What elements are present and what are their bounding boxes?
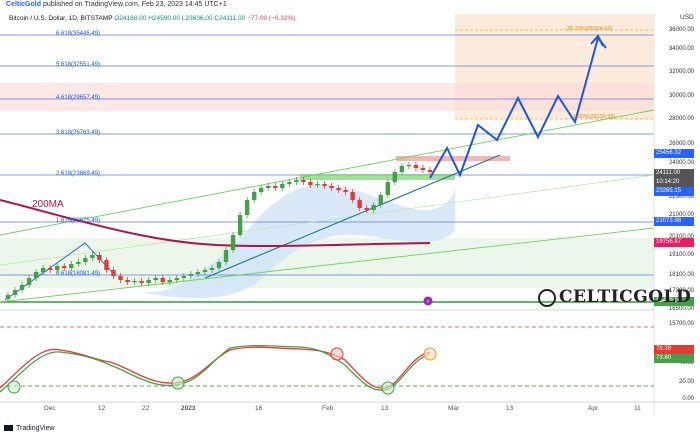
price-tag: 21073.98 (654, 217, 694, 226)
signal-circle (330, 347, 344, 361)
fib-label: 4.618(29657.49) (56, 95, 101, 101)
price-tag: 23265.15 (654, 187, 694, 196)
signal-circle (423, 347, 437, 361)
time-tick: 22 (142, 405, 150, 412)
time-tick: Dec (44, 405, 56, 412)
price-tick: 28000.00 (668, 116, 694, 122)
price-axis[interactable]: 36000.00 34000.00 32000.00 30000.00 2800… (654, 12, 700, 420)
time-tick: 11 (634, 405, 641, 412)
projection-arrowhead (590, 34, 604, 47)
support-zone (0, 238, 654, 288)
legend-low: L23636.00 (181, 15, 213, 22)
time-tick: Feb (322, 405, 334, 412)
fib-label: 0.618(18081.49) (56, 271, 101, 277)
logo-text: CELTICGOLD (559, 287, 692, 307)
time-tick: Apr (588, 405, 599, 412)
price-candles (5, 162, 433, 302)
symbol-name: Bitcoin / U.S. Dollar, 1D, BITSTAMP (9, 15, 113, 22)
breakout-band (300, 174, 455, 180)
signal-circle (7, 380, 21, 394)
ma200-line (0, 199, 431, 248)
price-tick: 17300.00 (668, 288, 694, 294)
price-tick: 30000.00 (668, 93, 694, 99)
resistance-zone (0, 83, 654, 111)
stochastic-panel (0, 326, 654, 395)
stoch-tick: 0.00 (682, 396, 694, 402)
publish-info: published on TradingView.com, Feb 23, 20… (42, 1, 227, 8)
ma-tag: 19756.87 (654, 238, 694, 247)
time-tick: 13 (506, 405, 514, 412)
time-tick: 12 (98, 405, 106, 412)
price-tag: 25456.32 (654, 149, 694, 158)
price-tag: 24111.00 (654, 169, 694, 178)
legend-high: H24590.00 (148, 15, 181, 22)
celticgold-logo: CELTICGOLD (538, 287, 691, 307)
time-tick: 16 (255, 405, 263, 412)
time-axis[interactable]: Dec 12 22 2023 16 Feb 13 Mar 13 Apr 11 (0, 402, 654, 416)
price-tick: 22500.00 (668, 194, 694, 200)
currency-label: USD (680, 14, 694, 21)
stoch-tick: 20.00 (678, 379, 694, 385)
footer: TradingView (0, 422, 55, 435)
legend-open: O24188.00 (114, 15, 147, 22)
price-tick: 32000.00 (668, 69, 694, 75)
legend-close: C24111.00 (214, 15, 246, 22)
upper-channel (0, 109, 655, 236)
lower-channel (0, 227, 655, 303)
celtic-knot-icon (538, 288, 556, 307)
price-tick: 34000.00 (668, 46, 694, 52)
price-tick: 24000.00 (668, 160, 694, 166)
target-label: 1.00%(28109.98) (573, 114, 616, 120)
teal-trendline (204, 154, 501, 279)
publisher-name: CelticGold (6, 1, 42, 8)
tradingview-logo-icon (4, 425, 13, 432)
alert-icon[interactable] (423, 296, 433, 306)
countdown-tag: 10:14:20 (654, 178, 694, 187)
signal-circle (381, 381, 395, 395)
fib-label: 6.618(35445.49) (56, 31, 101, 37)
stoch-tick: 40.00 (678, 360, 694, 366)
svg-text:⚡: ⚡ (426, 299, 430, 306)
price-tick: 19100.00 (668, 252, 694, 258)
footer-brand: TradingView (16, 425, 55, 432)
stoch-d-tag: 73.80 (654, 354, 694, 363)
fib-label: 5.618(32551.49) (56, 62, 101, 68)
legend-change: −77.00 (−0.32%) (247, 15, 296, 22)
symbol-legend: Bitcoin / U.S. Dollar, 1D, BITSTAMP O241… (9, 15, 296, 22)
price-tick: 15700.00 (668, 321, 694, 327)
publish-header: CelticGold published on TradingView.com,… (0, 0, 700, 10)
fib-label: 3.618(26763.49) (56, 130, 101, 136)
price-tick: 18100.00 (668, 272, 694, 278)
stoch-k-tag: 78.28 (654, 345, 694, 354)
price-tick: 36000.00 (668, 27, 694, 33)
signal-circle (171, 376, 185, 390)
ma200-label: 200MA (32, 199, 64, 210)
target-label: 38.20%(35924.02) (567, 26, 613, 32)
time-tick: 2023 (181, 405, 196, 412)
support-tag: 15479.00 (654, 297, 694, 306)
price-tick: 20100.00 (668, 234, 694, 240)
price-tick: 16500.00 (668, 306, 694, 312)
mid-channel (0, 174, 655, 266)
price-tick: 26000.00 (668, 141, 694, 147)
early-trendline (4, 242, 113, 301)
fib-label: 1.618(20975.49) (56, 218, 101, 224)
projection-path (429, 35, 607, 179)
fib-label: 2.618(23869.49) (56, 171, 101, 177)
price-tick: 21000.00 (668, 212, 694, 218)
time-tick: Mar (448, 405, 460, 412)
time-tick: 13 (381, 405, 389, 412)
